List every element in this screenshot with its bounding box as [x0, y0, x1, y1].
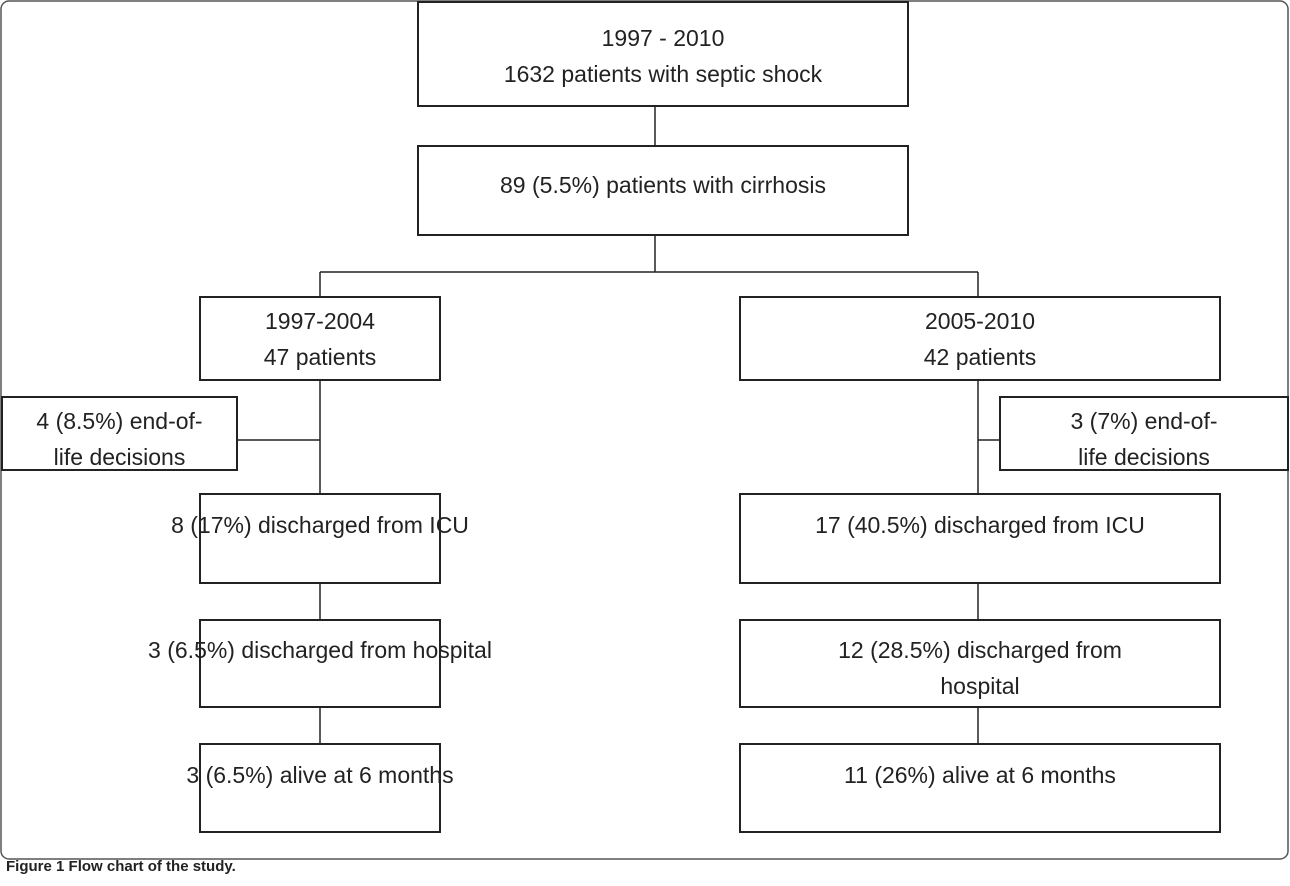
- node-label: 4 (8.5%) end-of-: [36, 408, 202, 434]
- node-box: [739, 296, 1221, 381]
- node-box: [417, 145, 909, 236]
- node-label: 1997 - 2010: [602, 25, 725, 51]
- node-label: 3 (6.5%) alive at 6 months: [186, 762, 453, 788]
- node-box: [199, 743, 441, 833]
- node-label: 11 (26%) alive at 6 months: [844, 762, 1116, 788]
- node-box: [199, 296, 441, 381]
- node-box: [739, 493, 1221, 584]
- node-box: [199, 619, 441, 708]
- node-label: hospital: [940, 673, 1019, 699]
- node-label: 8 (17%) discharged from ICU: [171, 512, 469, 538]
- node-label: 17 (40.5%) discharged from ICU: [815, 512, 1145, 538]
- caption-text: Flow chart of the study.: [69, 858, 236, 875]
- caption: Figure 1 Flow chart of the study.: [6, 858, 236, 875]
- node-label: 42 patients: [924, 344, 1037, 370]
- node-label: 89 (5.5%) patients with cirrhosis: [500, 172, 826, 198]
- node-label: 47 patients: [264, 344, 377, 370]
- node-box: [739, 743, 1221, 833]
- caption-label: Figure 1: [6, 858, 64, 875]
- node-box: [1, 396, 238, 471]
- node-label: 3 (7%) end-of-: [1070, 408, 1217, 434]
- node-label: life decisions: [1078, 444, 1210, 470]
- node-box: [199, 493, 441, 584]
- node-label: life decisions: [54, 444, 186, 470]
- node-label: 12 (28.5%) discharged from: [838, 637, 1122, 663]
- node-label: 3 (6.5%) discharged from hospital: [148, 637, 492, 663]
- node-label: 1997-2004: [265, 308, 375, 334]
- node-box: [739, 619, 1221, 708]
- node-label: 1632 patients with septic shock: [504, 61, 823, 87]
- node-box: [999, 396, 1289, 471]
- node-box: [417, 1, 909, 107]
- node-label: 2005-2010: [925, 308, 1035, 334]
